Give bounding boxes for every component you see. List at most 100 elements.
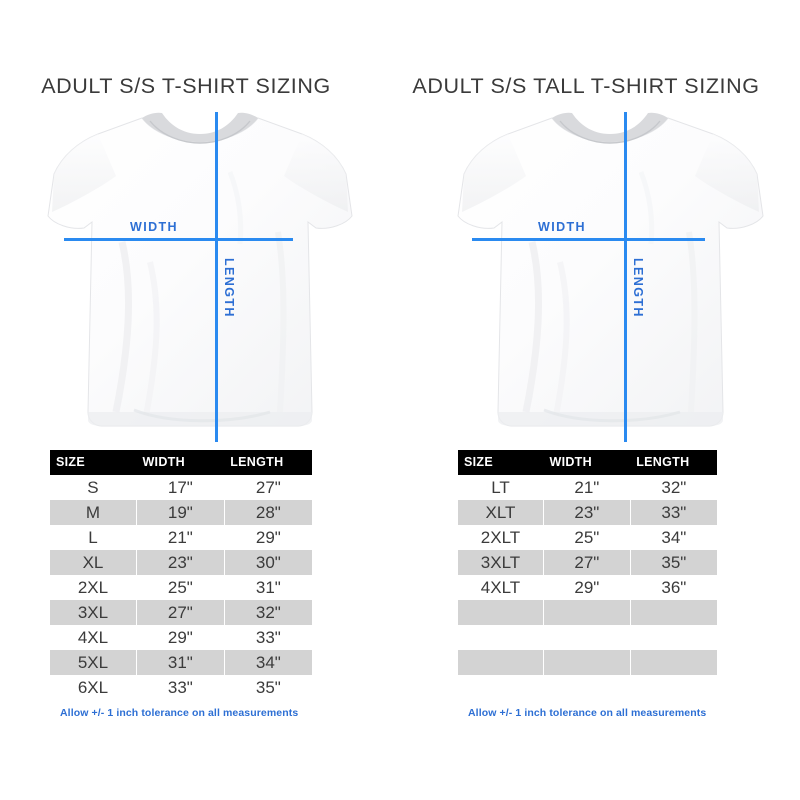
cell-size: L bbox=[50, 525, 137, 550]
left-length-label: LENGTH bbox=[222, 258, 236, 318]
right-length-guide-line bbox=[624, 112, 627, 442]
cell-size: 3XLT bbox=[458, 550, 544, 575]
table-row-empty bbox=[458, 675, 717, 700]
cell-width: 25" bbox=[135, 575, 225, 600]
right-width-guide-line bbox=[472, 238, 705, 241]
cell-size: 4XL bbox=[50, 625, 137, 650]
cell-length: 33" bbox=[629, 500, 717, 525]
table-row: 6XL 33" 35" bbox=[50, 675, 312, 700]
table-row-empty bbox=[458, 650, 717, 675]
cell-length: 29" bbox=[223, 525, 312, 550]
table-row: 4XLT 29" 36" bbox=[458, 575, 717, 600]
table-row-empty bbox=[458, 625, 717, 650]
table-header-row: SIZE WIDTH LENGTH bbox=[50, 450, 312, 475]
cell-length: 30" bbox=[223, 550, 312, 575]
left-length-guide-line bbox=[215, 112, 218, 442]
cell-length: 28" bbox=[223, 500, 312, 525]
cell-length bbox=[629, 650, 717, 675]
header-width: WIDTH bbox=[543, 450, 631, 475]
cell-width: 19" bbox=[135, 500, 225, 525]
header-length: LENGTH bbox=[224, 450, 312, 475]
cell-width: 27" bbox=[542, 550, 631, 575]
cell-width: 27" bbox=[135, 600, 225, 625]
cell-width: 25" bbox=[542, 525, 631, 550]
cell-width: 23" bbox=[135, 550, 225, 575]
cell-width: 21" bbox=[135, 525, 225, 550]
table-row: XLT 23" 33" bbox=[458, 500, 717, 525]
left-table-body: S 17" 27" M 19" 28" L 21" 29" XL 23" bbox=[50, 475, 312, 700]
left-shirt-diagram: WIDTH LENGTH bbox=[30, 112, 370, 444]
cell-length: 27" bbox=[223, 475, 312, 500]
table-row: XL 23" 30" bbox=[50, 550, 312, 575]
cell-width: 33" bbox=[135, 675, 225, 700]
cell-length: 34" bbox=[629, 525, 717, 550]
table-row: LT 21" 32" bbox=[458, 475, 717, 500]
cell-size: M bbox=[50, 500, 137, 525]
cell-width bbox=[542, 625, 631, 650]
cell-width: 29" bbox=[135, 625, 225, 650]
cell-size: XLT bbox=[458, 500, 544, 525]
cell-width: 23" bbox=[542, 500, 631, 525]
cell-width bbox=[542, 675, 631, 700]
cell-size bbox=[458, 600, 544, 625]
cell-length bbox=[629, 675, 717, 700]
left-width-label: WIDTH bbox=[130, 220, 178, 234]
cell-size: 3XL bbox=[50, 600, 137, 625]
cell-length: 33" bbox=[223, 625, 312, 650]
left-tolerance-note: Allow +/- 1 inch tolerance on all measur… bbox=[60, 707, 299, 719]
titles-row: ADULT S/S T-SHIRT SIZING ADULT S/S TALL … bbox=[0, 74, 800, 99]
cell-length: 31" bbox=[223, 575, 312, 600]
cell-size bbox=[458, 625, 544, 650]
table-row: 3XL 27" 32" bbox=[50, 600, 312, 625]
right-tolerance-note: Allow +/- 1 inch tolerance on all measur… bbox=[468, 707, 707, 719]
left-size-table: SIZE WIDTH LENGTH S 17" 27" M 19" 28" L bbox=[50, 450, 312, 700]
cell-size: LT bbox=[458, 475, 544, 500]
right-chart-title: ADULT S/S TALL T-SHIRT SIZING bbox=[412, 74, 760, 98]
cell-size: 2XLT bbox=[458, 525, 544, 550]
cell-width: 17" bbox=[135, 475, 225, 500]
cell-size bbox=[458, 675, 544, 700]
table-row: M 19" 28" bbox=[50, 500, 312, 525]
cell-width: 21" bbox=[542, 475, 631, 500]
header-size: SIZE bbox=[50, 450, 137, 475]
header-size: SIZE bbox=[458, 450, 544, 475]
cell-length: 32" bbox=[629, 475, 717, 500]
cell-size: 6XL bbox=[50, 675, 137, 700]
cell-size: 4XLT bbox=[458, 575, 544, 600]
right-shirt-diagram: WIDTH LENGTH bbox=[438, 112, 783, 444]
table-row: S 17" 27" bbox=[50, 475, 312, 500]
tshirt-icon bbox=[47, 112, 353, 427]
table-row: 4XL 29" 33" bbox=[50, 625, 312, 650]
table-row: 3XLT 27" 35" bbox=[458, 550, 717, 575]
right-table-body: LT 21" 32" XLT 23" 33" 2XLT 25" 34" 3XLT… bbox=[458, 475, 717, 700]
right-size-table: SIZE WIDTH LENGTH LT 21" 32" XLT 23" 33"… bbox=[458, 450, 717, 700]
cell-length: 35" bbox=[629, 550, 717, 575]
cell-width bbox=[542, 650, 631, 675]
cell-length bbox=[629, 600, 717, 625]
cell-size: XL bbox=[50, 550, 137, 575]
cell-length: 32" bbox=[223, 600, 312, 625]
cell-width: 31" bbox=[135, 650, 225, 675]
header-length: LENGTH bbox=[630, 450, 717, 475]
right-length-label: LENGTH bbox=[631, 258, 645, 318]
right-panel: WIDTH LENGTH SIZE WIDTH LENGTH LT 21" 32… bbox=[438, 112, 783, 719]
table-row: 5XL 31" 34" bbox=[50, 650, 312, 675]
table-header-row: SIZE WIDTH LENGTH bbox=[458, 450, 717, 475]
table-row: 2XL 25" 31" bbox=[50, 575, 312, 600]
right-width-label: WIDTH bbox=[538, 220, 586, 234]
left-chart-title: ADULT S/S T-SHIRT SIZING bbox=[41, 74, 331, 98]
header-width: WIDTH bbox=[136, 450, 225, 475]
table-row-empty bbox=[458, 600, 717, 625]
cell-width: 29" bbox=[542, 575, 631, 600]
cell-size: 2XL bbox=[50, 575, 137, 600]
cell-size: S bbox=[50, 475, 137, 500]
table-row: 2XLT 25" 34" bbox=[458, 525, 717, 550]
cell-length: 35" bbox=[223, 675, 312, 700]
cell-size bbox=[458, 650, 544, 675]
cell-width bbox=[542, 600, 631, 625]
left-panel: WIDTH LENGTH SIZE WIDTH LENGTH S 17" 27" bbox=[30, 112, 370, 719]
cell-length bbox=[629, 625, 717, 650]
tshirt-icon bbox=[457, 112, 764, 427]
cell-size: 5XL bbox=[50, 650, 137, 675]
